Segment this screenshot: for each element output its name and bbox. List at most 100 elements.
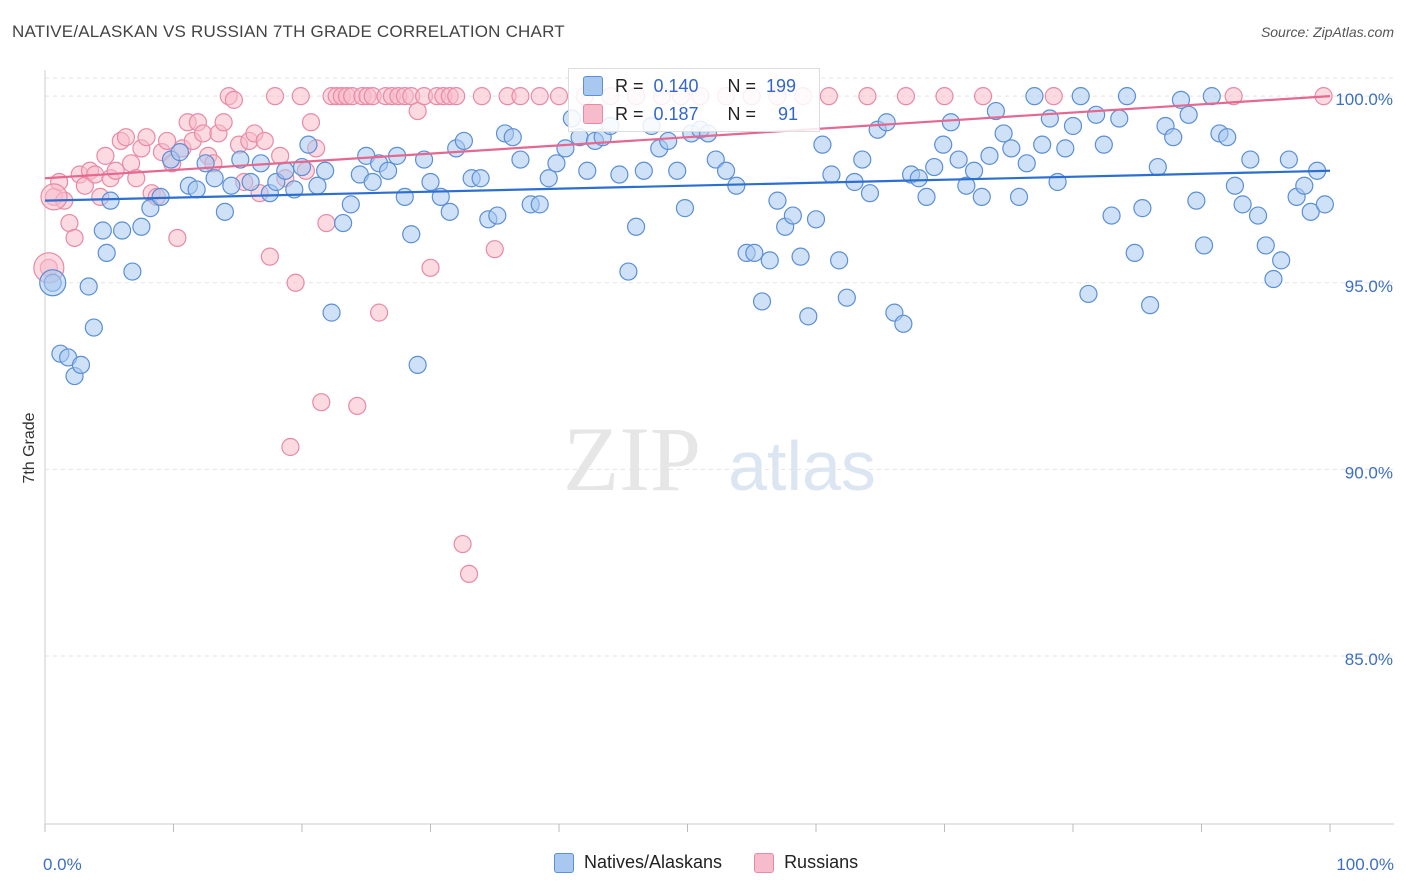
natives-point [276, 161, 295, 180]
legend-swatch-natives [583, 76, 603, 96]
natives-point [1233, 195, 1252, 214]
legend-item-natives[interactable]: Natives/Alaskans [554, 852, 722, 873]
natives-point [706, 150, 725, 169]
natives-point [215, 202, 234, 221]
natives-point [877, 113, 896, 132]
natives-point [837, 288, 856, 307]
natives-point [610, 165, 629, 184]
x-axis-ticks [44, 824, 1331, 832]
natives-point [1171, 90, 1191, 109]
legend-r-value: 0.140 [653, 75, 699, 96]
legend-n-label: N = [727, 75, 757, 96]
natives-point [1264, 269, 1283, 289]
natives-point [1017, 154, 1036, 173]
russians-point [255, 131, 274, 151]
natives-point [421, 172, 440, 192]
watermark-zip: ZIP [563, 408, 701, 510]
y-tick-label: 100.0% [1335, 90, 1393, 109]
russians-point [317, 213, 336, 233]
natives-point [1033, 135, 1052, 154]
natives-trend-line [44, 169, 1331, 202]
natives-point [1272, 251, 1291, 270]
russians-point [224, 90, 243, 109]
natives-point [71, 355, 91, 374]
natives-point [745, 243, 764, 263]
natives-point [1148, 157, 1167, 177]
natives-point [488, 206, 507, 225]
natives-point [917, 187, 936, 207]
y-tick-label: 95.0% [1345, 277, 1393, 296]
russians-point [301, 113, 321, 132]
legend-label-russians: Russians [784, 852, 859, 872]
legend-r-value: 0.187 [653, 103, 699, 124]
natives-point [205, 169, 224, 188]
series-legend: Natives/Alaskans Russians [554, 852, 890, 873]
natives-point [341, 195, 360, 214]
russians-point [214, 113, 233, 132]
natives-point [1194, 236, 1214, 255]
natives-point [334, 213, 353, 233]
natives-point [1301, 202, 1320, 221]
natives-point [1179, 105, 1198, 124]
natives-point [659, 131, 678, 151]
natives-point [783, 206, 802, 225]
natives-point [1110, 109, 1129, 128]
natives-point [634, 161, 653, 180]
natives-point [675, 199, 695, 218]
natives-point [822, 165, 841, 184]
russians-point [193, 124, 213, 143]
natives-point [322, 303, 341, 322]
natives-point [471, 169, 490, 188]
legend-row-natives: R = 0.140 N = 199 [583, 73, 796, 99]
russians-point [453, 534, 472, 554]
russians-point [1224, 87, 1243, 106]
swatch-natives [554, 852, 574, 873]
russians-point [472, 87, 491, 106]
natives-point [1248, 206, 1268, 225]
natives-point [941, 113, 961, 132]
natives-point [925, 157, 944, 177]
natives-point [894, 314, 913, 333]
swatch-russians [754, 852, 775, 873]
russians-trend-line [44, 95, 1331, 180]
natives-point [1225, 176, 1245, 195]
natives-point [1002, 139, 1021, 158]
legend-n-label: N = [727, 103, 757, 124]
natives-point [395, 187, 414, 207]
natives-point [1140, 296, 1160, 315]
natives-point [1009, 187, 1029, 207]
natives-point [170, 143, 190, 162]
natives-point [1087, 105, 1106, 124]
russians-point [65, 228, 84, 248]
natives-point [408, 355, 427, 374]
natives-point [986, 101, 1006, 121]
legend-swatch-russians [583, 104, 603, 124]
x-tick-label-min: 0.0% [43, 855, 82, 874]
natives-point [316, 161, 335, 180]
natives-point [431, 187, 450, 207]
natives-points [39, 87, 1334, 386]
natives-point [668, 161, 687, 180]
natives-point [1279, 150, 1298, 169]
natives-point [503, 128, 522, 147]
russians-point [157, 131, 177, 151]
russians-point [421, 258, 440, 277]
legend-row-russians: R = 0.187 N = 91 [583, 101, 798, 127]
natives-point [402, 225, 421, 244]
natives-point [860, 184, 880, 203]
natives-point [363, 172, 382, 192]
russians-point [265, 87, 285, 106]
legend-item-russians[interactable]: Russians [754, 852, 858, 873]
natives-point [768, 191, 787, 210]
russians-point [447, 87, 466, 106]
natives-point [1056, 139, 1075, 158]
natives-point [1256, 236, 1275, 255]
russians-point [40, 183, 68, 211]
natives-point [112, 221, 132, 240]
natives-point [752, 292, 772, 311]
russians-point [819, 87, 838, 106]
natives-point [1315, 195, 1334, 214]
russians-point [127, 169, 146, 188]
natives-point [187, 180, 206, 199]
